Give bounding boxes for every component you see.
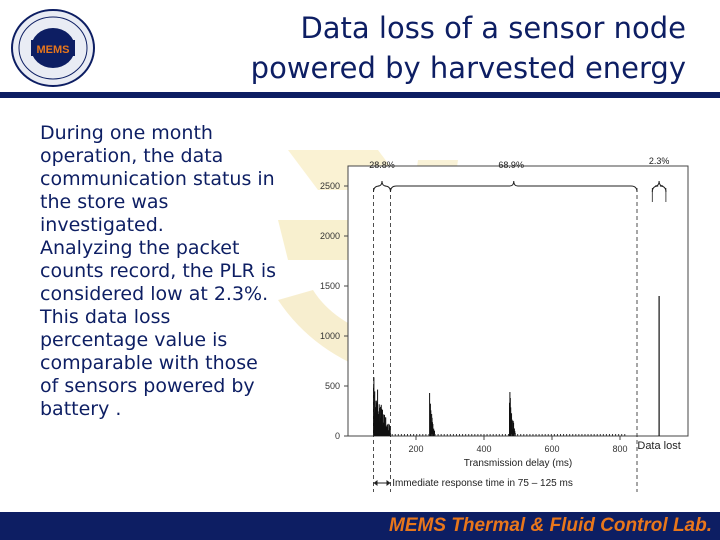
brace-main [390,180,638,193]
mems-logo: MEMS [11,9,95,87]
x-tick-label: 600 [544,444,559,454]
arrow-head-left [373,480,378,486]
header-divider [0,92,720,98]
footer: MEMS Thermal & Fluid Control Lab. [0,512,720,540]
plot-frame [347,165,689,437]
arrow-head-right [386,480,391,486]
paragraph-2: Analyzing the packet counts record, the … [40,237,276,305]
paragraph-1: During one month operation, the data com… [40,122,275,236]
header: MEMS Data loss of a sensor node powered … [0,0,720,94]
packet-delay-chart: 0 500 1000 1500 2000 2500 200 400 600 800 Transmi… [320,156,689,492]
y-tick-label: 2000 [320,231,340,241]
title-line-2: powered by harvested energy [250,51,686,85]
footer-label: MEMS Thermal & Fluid Control Lab. [389,515,712,536]
pct-early-label: 28.8% [369,160,395,170]
data-lost-label: Data lost [637,440,680,452]
brace-lost [651,180,667,193]
logo-text: MEMS [37,44,70,56]
brace-early [373,180,391,193]
y-tick-label: 1000 [320,331,340,341]
pct-main-label: 68.9% [498,160,524,170]
immediate-response-label: Immediate response time in 75 – 125 ms [392,478,573,489]
pct-lost-label: 2.3% [649,156,670,166]
y-tick-label: 500 [325,381,340,391]
title-line-1: Data loss of a sensor node [300,11,686,45]
x-axis-label: Transmission delay (ms) [464,458,573,469]
y-tick-label: 0 [335,431,340,441]
x-tick-label: 800 [612,444,627,454]
x-tick-label: 200 [408,444,423,454]
paragraph-3: This data loss percentage value is compa… [40,306,258,420]
page-title: Data loss of a sensor node powered by ha… [251,8,686,88]
body-text: During one month operation, the data com… [40,122,280,421]
x-tick-label: 400 [476,444,491,454]
y-tick-label: 1500 [320,281,340,291]
y-tick-label: 2500 [320,181,340,191]
